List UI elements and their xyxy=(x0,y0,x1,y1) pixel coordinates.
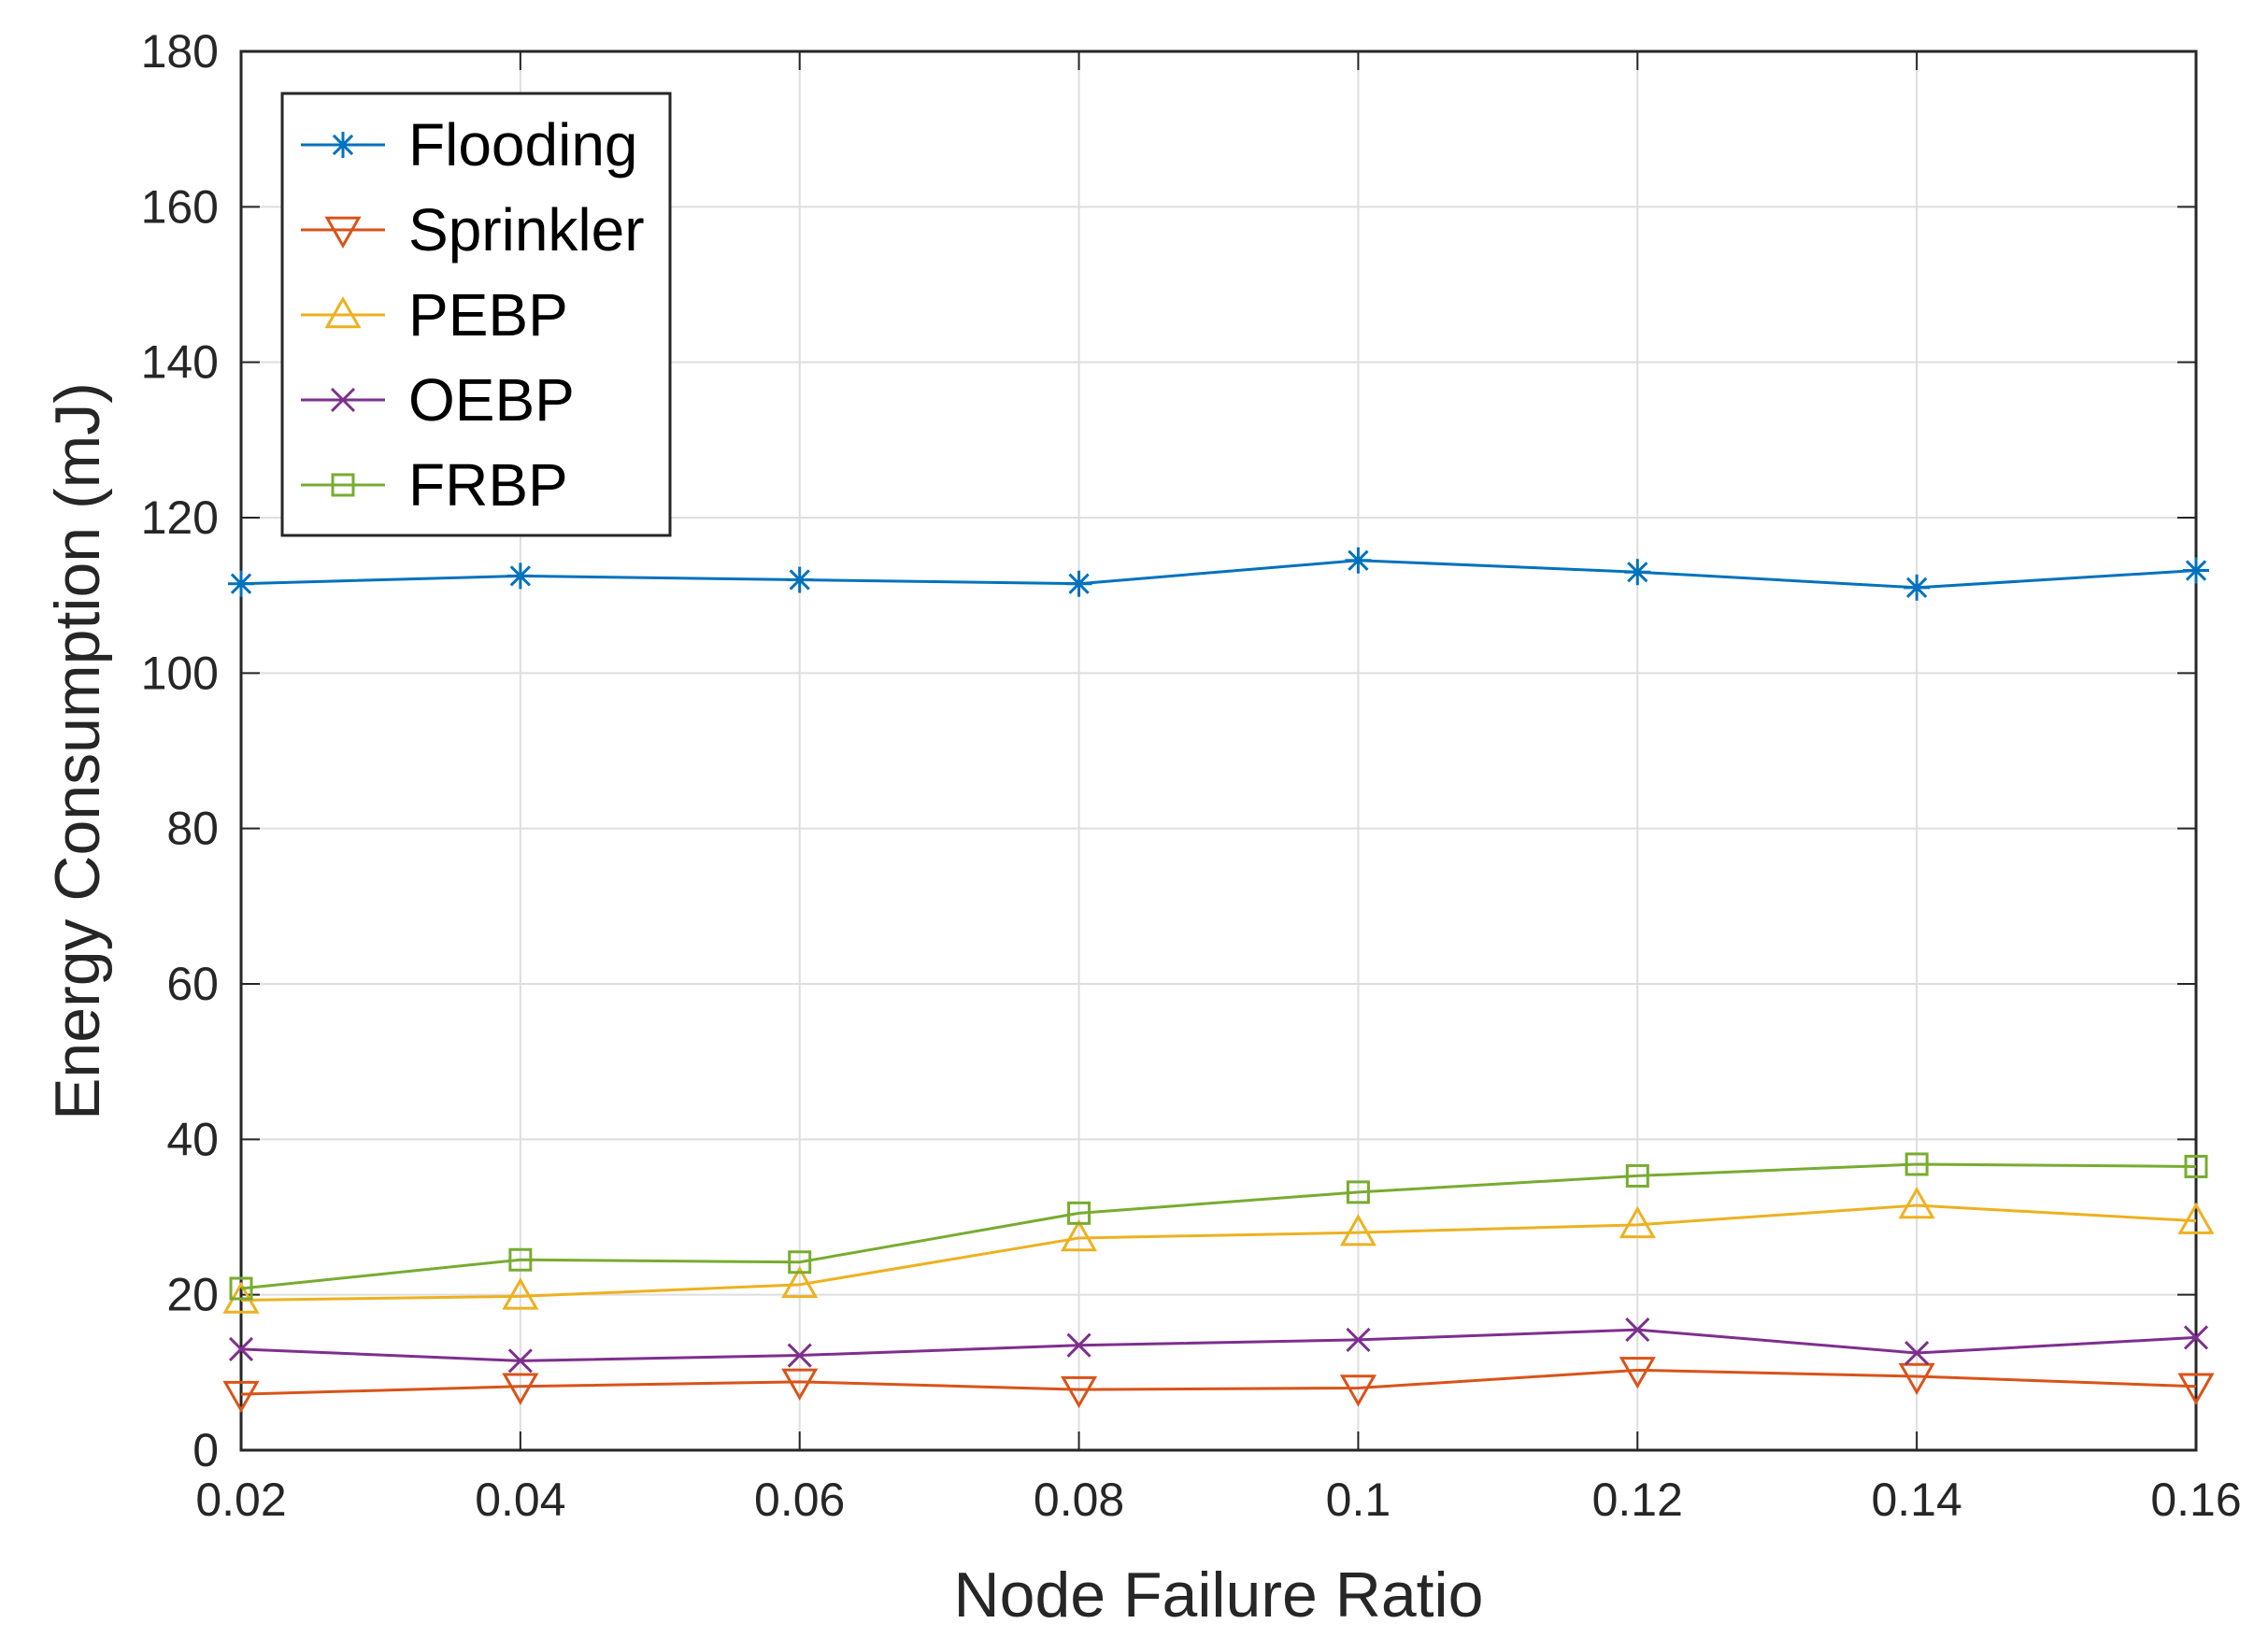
legend-item-frbp: FRBP xyxy=(301,451,568,519)
y-tick-label: 140 xyxy=(141,336,219,389)
data-point-flooding xyxy=(1345,547,1372,574)
y-tick-label: 60 xyxy=(166,958,219,1010)
data-point-sprinkler xyxy=(1898,1362,1935,1396)
data-point-pebp xyxy=(1060,1218,1098,1252)
series-line-sprinkler xyxy=(240,1368,2197,1396)
y-tick-label: 40 xyxy=(166,1113,219,1165)
series-flooding xyxy=(228,547,2209,601)
data-point-pebp xyxy=(781,1265,819,1299)
y-axis-title: Energy Consumption (mJ) xyxy=(42,382,113,1120)
data-point-sprinkler xyxy=(781,1368,819,1401)
data-point-pebp xyxy=(2177,1202,2215,1234)
data-point-flooding xyxy=(1904,574,1931,601)
series-pebp xyxy=(222,1187,2215,1314)
data-point-sprinkler xyxy=(2177,1373,2215,1405)
x-axis-title: Node Failure Ratio xyxy=(954,1559,1484,1631)
series-frbp xyxy=(229,1152,2208,1301)
x-tick-label: 0.02 xyxy=(195,1474,286,1526)
y-tick-label: 160 xyxy=(141,180,219,233)
legend-label-oebp: OEBP xyxy=(408,366,575,434)
data-point-oebp xyxy=(1346,1327,1371,1352)
data-point-oebp xyxy=(1625,1317,1650,1343)
y-tick-label: 120 xyxy=(141,491,219,544)
x-tick-label: 0.16 xyxy=(2150,1474,2241,1526)
series-line-frbp xyxy=(240,1162,2197,1290)
data-point-flooding xyxy=(228,570,254,597)
legend-marker-frbp xyxy=(331,473,355,497)
data-point-frbp xyxy=(229,1276,253,1301)
data-point-oebp xyxy=(787,1343,812,1368)
data-point-flooding xyxy=(506,563,534,590)
data-point-sprinkler xyxy=(222,1380,260,1414)
y-tick-label: 80 xyxy=(166,803,219,855)
series-layer xyxy=(222,547,2215,1414)
legend-marker-sprinkler xyxy=(324,216,362,249)
data-point-frbp xyxy=(1346,1180,1370,1204)
data-point-flooding xyxy=(1065,570,1092,597)
data-point-oebp xyxy=(2183,1325,2209,1350)
data-point-frbp xyxy=(1067,1201,1091,1225)
axes xyxy=(239,50,2198,1452)
x-tick-label: 0.12 xyxy=(1592,1474,1683,1526)
data-point-frbp xyxy=(2184,1154,2208,1178)
legend-marker-oebp xyxy=(330,387,356,413)
series-line-pebp xyxy=(240,1203,2197,1302)
y-tick-label: 0 xyxy=(193,1424,219,1476)
data-point-pebp xyxy=(1619,1205,1656,1239)
data-point-oebp xyxy=(1904,1340,1930,1366)
data-point-flooding xyxy=(1624,559,1651,586)
data-point-flooding xyxy=(2183,557,2209,584)
legend-item-oebp: OEBP xyxy=(301,366,575,434)
legend-item-sprinkler: Sprinkler xyxy=(301,196,645,263)
data-point-pebp xyxy=(502,1277,539,1310)
legend-label-pebp: PEBP xyxy=(408,281,568,349)
data-point-frbp xyxy=(1625,1163,1649,1188)
data-point-oebp xyxy=(1066,1332,1091,1358)
axes-box xyxy=(239,50,2198,1452)
data-point-oebp xyxy=(228,1336,254,1361)
legend-label-sprinkler: Sprinkler xyxy=(408,196,645,263)
x-tick-label: 0.08 xyxy=(1034,1474,1124,1526)
data-point-flooding xyxy=(786,566,813,593)
x-tick-label: 0.14 xyxy=(1871,1474,1961,1526)
data-point-frbp xyxy=(788,1250,812,1275)
series-oebp xyxy=(228,1317,2209,1374)
data-point-pebp xyxy=(1339,1214,1377,1246)
data-point-oebp xyxy=(507,1348,533,1374)
legend-marker-pebp xyxy=(324,295,362,329)
y-tick-label: 100 xyxy=(141,647,219,699)
series-line-oebp xyxy=(240,1328,2197,1362)
data-point-frbp xyxy=(1904,1152,1929,1176)
tick-labels: 0.02 0.04 0.06 0.08 0.1 0.12 0.14 0.16 0 20 40 60 80… xyxy=(141,25,2242,1526)
legend-marker-flooding xyxy=(330,132,356,158)
legend-item-flooding: Flooding xyxy=(301,111,638,178)
data-point-sprinkler xyxy=(502,1373,539,1405)
data-point-frbp xyxy=(508,1247,533,1272)
series-line-flooding xyxy=(240,559,2197,590)
data-point-sprinkler xyxy=(1060,1375,1098,1409)
legend-label-frbp: FRBP xyxy=(408,451,568,519)
series-sprinkler xyxy=(222,1357,2215,1414)
x-tick-label: 0.1 xyxy=(1326,1474,1391,1526)
legend-item-pebp: PEBP xyxy=(301,281,568,349)
data-point-pebp xyxy=(1898,1187,1935,1219)
legend-label-flooding: Flooding xyxy=(408,111,638,178)
y-tick-label: 20 xyxy=(166,1269,219,1321)
data-point-sprinkler xyxy=(1619,1357,1656,1389)
x-tick-label: 0.06 xyxy=(754,1474,845,1526)
legend: Flooding Sprinkler PEBP OEBP FRBP xyxy=(280,92,672,537)
data-point-sprinkler xyxy=(1339,1374,1377,1407)
y-tick-label: 180 xyxy=(141,25,219,78)
x-tick-label: 0.04 xyxy=(475,1474,565,1526)
